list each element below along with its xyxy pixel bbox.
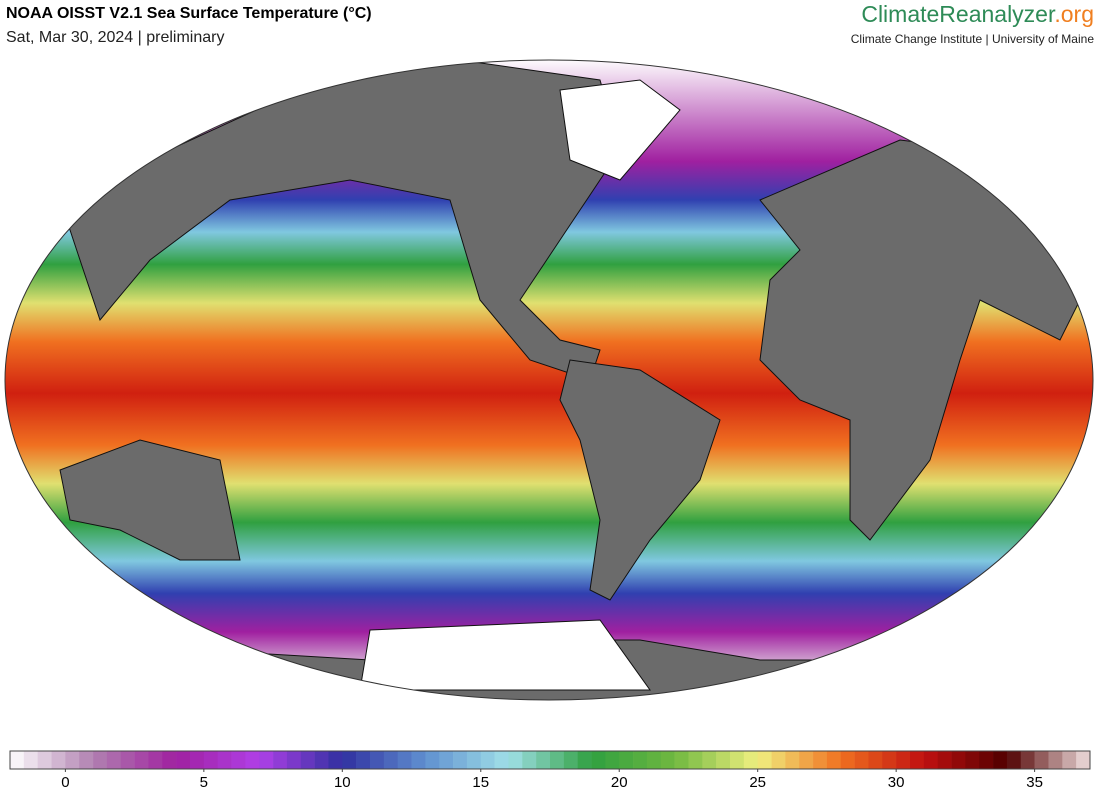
title: NOAA OISST V2.1 Sea Surface Temperature … — [6, 5, 372, 22]
colorbar-swatch — [826, 751, 842, 769]
colorbar-swatch — [951, 751, 966, 769]
colorbar-swatch — [466, 751, 482, 769]
colorbar-tick-label: 30 — [888, 774, 905, 791]
colorbar-swatch — [106, 751, 122, 769]
colorbar-swatch — [730, 751, 745, 769]
colorbar-swatch — [813, 751, 828, 769]
colorbar-swatch — [259, 751, 274, 769]
colorbar-swatch — [273, 751, 288, 769]
colorbar-tick-label: 0 — [61, 774, 69, 791]
colorbar-swatch — [65, 751, 80, 769]
colorbar-swatch — [120, 751, 135, 769]
colorbar-swatch — [79, 751, 94, 769]
colorbar-swatch — [231, 751, 246, 769]
colorbar-swatch — [162, 751, 177, 769]
colorbar-tick-label: 35 — [1026, 774, 1043, 791]
colorbar-swatch — [923, 751, 938, 769]
colorbar-swatch — [757, 751, 772, 769]
colorbar-tick-label: 15 — [472, 774, 489, 791]
colorbar-swatch — [314, 751, 329, 769]
colorbar-swatch — [411, 751, 426, 769]
colorbar-swatch — [536, 751, 551, 769]
colorbar-frame — [9, 750, 1091, 770]
colorbar-swatch — [674, 751, 689, 769]
colorbar-swatch — [937, 751, 952, 769]
colorbar-swatch — [771, 751, 786, 769]
colorbar-swatch — [356, 751, 371, 769]
colorbar-swatch — [425, 751, 440, 769]
colorbar-swatch — [93, 751, 108, 769]
colorbar-swatch — [910, 751, 925, 769]
colorbar-swatch — [342, 751, 357, 769]
colorbar-swatch — [563, 751, 578, 769]
colorbar-swatch — [148, 751, 163, 769]
colorbar-swatch — [203, 751, 218, 769]
colorbar-swatch — [176, 751, 191, 769]
colorbar: 0 5 10 15 20 25 30 35 — [9, 750, 1091, 791]
colorbar-swatch — [1048, 751, 1063, 769]
colorbar-swatch — [134, 751, 149, 769]
colorbar-swatch — [660, 751, 675, 769]
colorbar-swatch — [716, 751, 731, 769]
colorbar-swatch — [840, 751, 855, 769]
brand-sub: Climate Change Institute | University of… — [851, 32, 1095, 46]
colorbar-swatch — [785, 751, 800, 769]
colorbar-swatch — [799, 751, 814, 769]
colorbar-swatch — [10, 751, 25, 769]
colorbar-swatch — [370, 751, 385, 769]
map — [5, 60, 1093, 700]
colorbar-swatch — [508, 751, 523, 769]
colorbar-swatch — [37, 751, 52, 769]
colorbar-swatch — [965, 751, 980, 769]
colorbar-swatch — [1062, 751, 1077, 769]
brand-main: ClimateReanalyzer — [861, 1, 1056, 27]
colorbar-swatch — [522, 751, 537, 769]
colorbar-swatch — [300, 751, 315, 769]
colorbar-swatch — [480, 751, 495, 769]
colorbar-swatch — [896, 751, 911, 769]
colorbar-swatch — [286, 751, 302, 769]
colorbar-swatch — [245, 751, 260, 769]
colorbar-swatch — [1034, 751, 1049, 769]
colorbar-swatch — [328, 751, 343, 769]
colorbar-swatch — [688, 751, 703, 769]
colorbar-swatch — [494, 751, 509, 769]
colorbar-tick-label: 20 — [611, 774, 628, 791]
colorbar-swatch — [979, 751, 994, 769]
colorbar-swatch — [993, 751, 1008, 769]
colorbar-swatch — [605, 751, 620, 769]
colorbar-tick-label: 25 — [749, 774, 766, 791]
colorbar-swatch — [383, 751, 398, 769]
subtitle: Sat, Mar 30, 2024 | preliminary — [6, 29, 224, 46]
brand-suffix: .org — [1054, 1, 1094, 27]
colorbar-swatch — [868, 751, 883, 769]
colorbar-swatch — [882, 751, 897, 769]
brand: ClimateReanalyzer.org — [861, 1, 1094, 27]
colorbar-swatch — [1006, 751, 1022, 769]
colorbar-swatch — [633, 751, 648, 769]
colorbar-swatch — [1020, 751, 1035, 769]
colorbar-swatch — [619, 751, 634, 769]
colorbar-swatch — [439, 751, 454, 769]
colorbar-swatch — [23, 751, 38, 769]
colorbar-tick-label: 10 — [334, 774, 351, 791]
colorbar-swatch — [702, 751, 717, 769]
colorbar-swatch — [217, 751, 232, 769]
colorbar-swatch — [854, 751, 869, 769]
colorbar-swatch — [51, 751, 66, 769]
colorbar-swatch — [397, 751, 412, 769]
colorbar-swatch — [646, 751, 662, 769]
colorbar-swatch — [577, 751, 592, 769]
colorbar-swatch — [190, 751, 205, 769]
colorbar-swatch — [743, 751, 758, 769]
map-border — [4, 59, 1094, 701]
colorbar-swatch — [1076, 751, 1091, 769]
colorbar-swatch — [453, 751, 468, 769]
colorbar-swatch — [591, 751, 606, 769]
colorbar-swatch — [550, 751, 565, 769]
colorbar-tick-label: 5 — [200, 774, 208, 791]
